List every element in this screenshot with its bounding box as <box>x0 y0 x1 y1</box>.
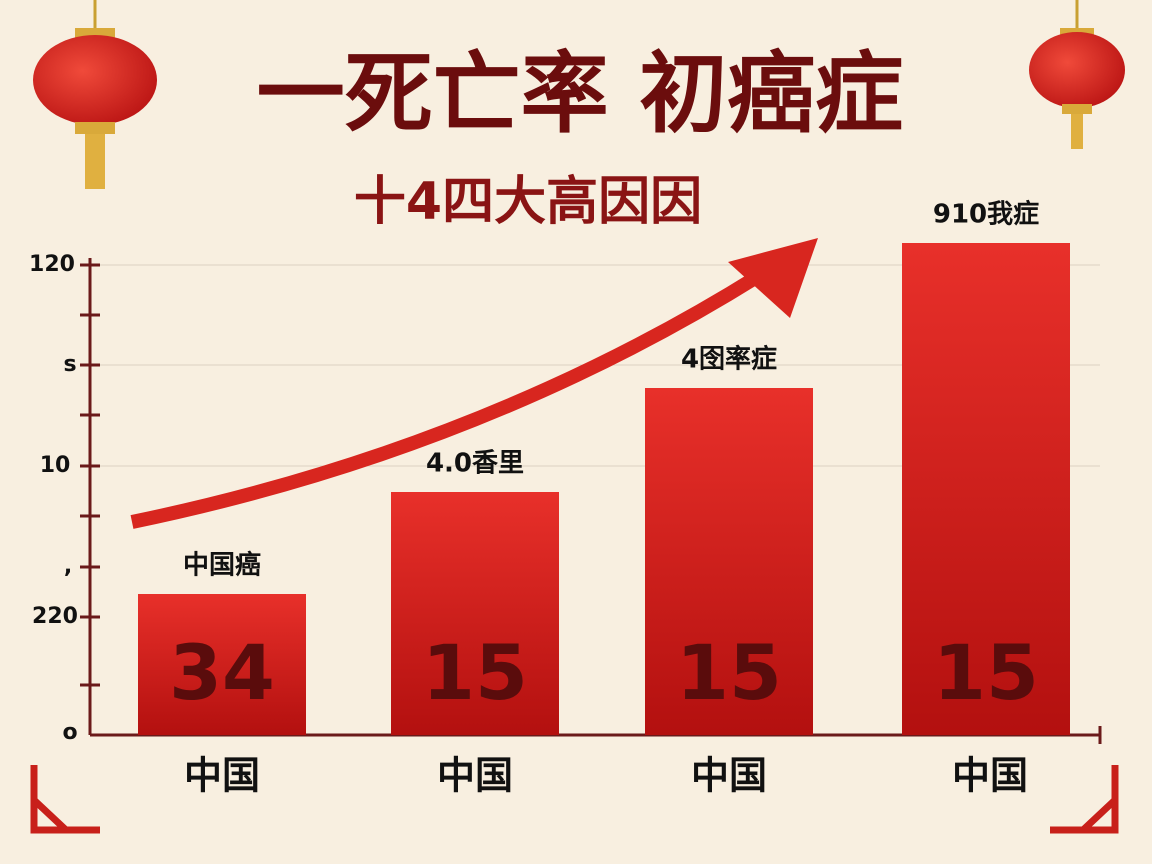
bar-value-label: 15 <box>422 628 528 717</box>
category-label: 中国 <box>952 754 1028 798</box>
y-axis-label: 120 <box>29 252 75 277</box>
y-axis-label: s <box>63 352 76 377</box>
category-label: 中国 <box>184 754 260 798</box>
y-axis-label: 220 <box>32 604 78 629</box>
lantern-right <box>1029 0 1125 149</box>
bar-value-label: 34 <box>169 628 275 717</box>
y-axis-label: , <box>64 554 72 579</box>
title: 一死亡率 初癌症 <box>257 42 904 145</box>
bar-top-label: 4囹率症 <box>681 344 777 375</box>
corner-decoration <box>30 765 1119 834</box>
bar <box>138 594 306 735</box>
bar-top-label: 4.0香里 <box>426 449 524 479</box>
lantern-left <box>33 0 157 189</box>
y-axis-label: o <box>62 720 77 745</box>
category-label: 中国 <box>691 754 767 798</box>
bar <box>902 243 1070 735</box>
bar <box>645 388 813 735</box>
trend-arrow <box>130 238 818 529</box>
bar-top-label: 910我症 <box>933 199 1039 230</box>
bar-value-label: 15 <box>676 628 782 717</box>
y-axis-label: 10 <box>40 453 71 478</box>
category-label: 中国 <box>437 754 513 798</box>
bar-top-label: 中国癌 <box>183 550 261 581</box>
subtitle: 十4四大高因因 <box>354 172 702 232</box>
bar <box>391 492 559 735</box>
bar-value-label: 15 <box>933 628 1039 717</box>
